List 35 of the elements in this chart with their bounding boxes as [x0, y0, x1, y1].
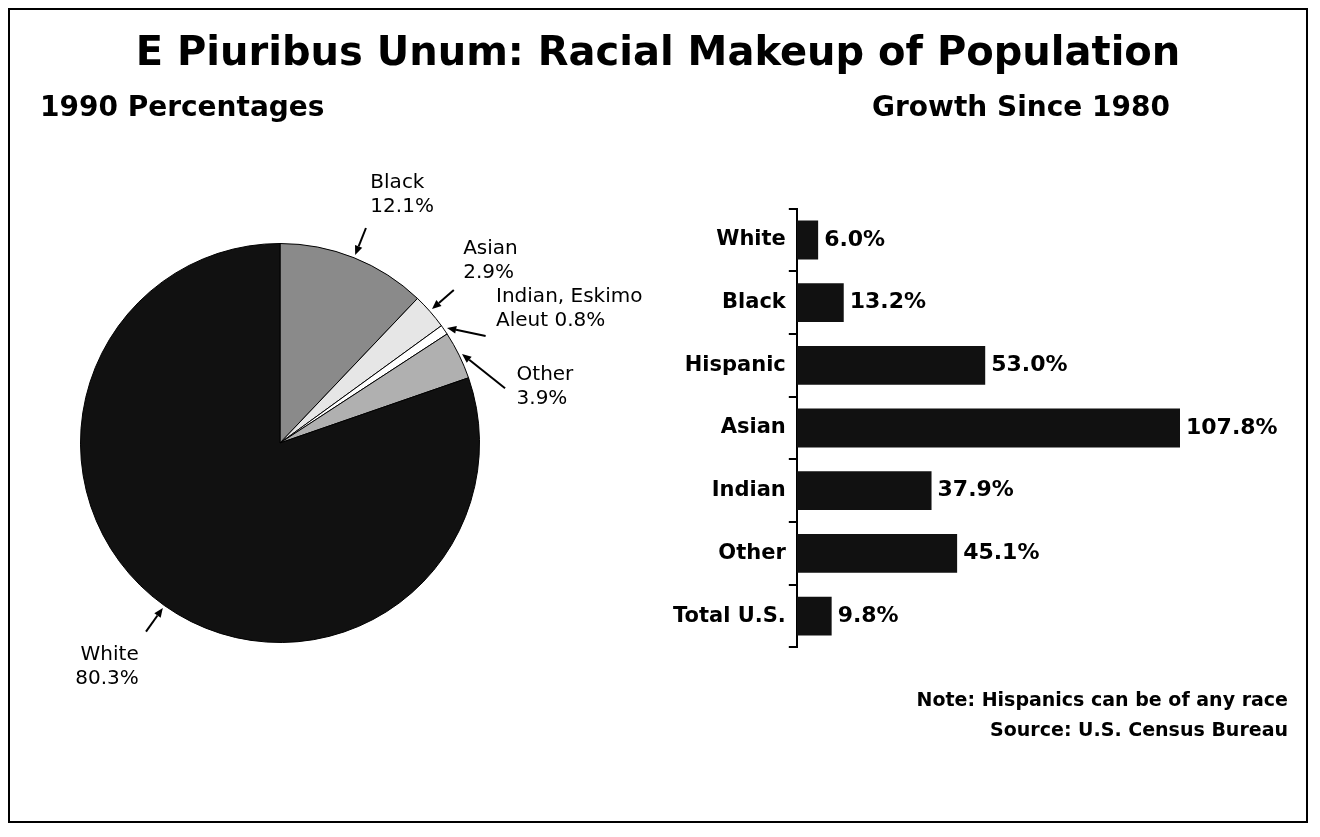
y-tick-label: Black: [722, 289, 787, 314]
data-label: 45.1%: [963, 539, 1040, 565]
bar: [796, 596, 832, 636]
bar: [796, 220, 819, 260]
data-label: 9.8%: [837, 601, 899, 627]
y-tick-label: Other: [718, 539, 787, 564]
bar: [796, 408, 1180, 448]
source-note: Source: U.S. Census Bureau: [989, 717, 1288, 742]
y-tick-label: Hispanic: [684, 351, 786, 376]
slice-label: White: [79, 641, 139, 666]
chart-title: E Piuribus Unum: Racial Makeup of Population: [134, 28, 1182, 74]
bar: [796, 345, 986, 385]
bar: [796, 283, 844, 323]
y-tick-label: Indian: [711, 477, 786, 502]
y-tick-label: Asian: [720, 414, 786, 439]
data-label: 37.9%: [937, 476, 1014, 502]
slice-label: Indian, Eskimo Aleut 0.8%: [496, 282, 643, 331]
slice-label: Asian: [463, 234, 518, 259]
chart-subtitle: 1990 Percentages: [40, 90, 326, 123]
bar: [796, 533, 958, 573]
data-label: 107.8%: [1186, 413, 1278, 439]
y-tick-label: Total U.S.: [672, 602, 786, 627]
text: Note: Hispanics can be of any race: [916, 687, 1288, 712]
data-label: 12.1%: [370, 192, 434, 217]
data-label: 13.2%: [849, 288, 927, 314]
data-label: 6.0%: [824, 225, 886, 251]
slice-label: Black: [370, 168, 426, 193]
slice-label: Other: [516, 361, 574, 386]
data-label: 80.3%: [75, 665, 139, 690]
chart-title: Growth Since 1980: [871, 90, 1170, 123]
y-tick-label: White: [716, 226, 786, 251]
data-label: 53.0%: [991, 351, 1068, 377]
data-label: 3.9%: [516, 385, 569, 410]
data-label: 2.9%: [463, 258, 515, 283]
bar: [796, 471, 932, 511]
